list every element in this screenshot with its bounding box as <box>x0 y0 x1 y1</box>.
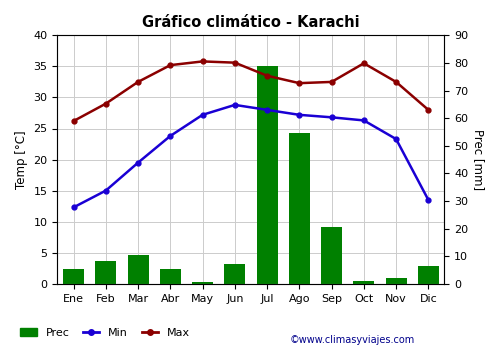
Y-axis label: Temp [°C]: Temp [°C] <box>15 130 28 189</box>
Bar <box>224 265 246 284</box>
Bar <box>418 266 439 284</box>
Y-axis label: Prec [mm]: Prec [mm] <box>472 129 485 190</box>
Bar <box>160 268 181 284</box>
Bar <box>321 227 342 284</box>
Title: Gráfico climático - Karachi: Gráfico climático - Karachi <box>142 15 360 30</box>
Text: ©www.climasyviajes.com: ©www.climasyviajes.com <box>290 335 415 345</box>
Bar <box>192 282 213 284</box>
Bar <box>256 66 278 284</box>
Bar <box>386 278 406 284</box>
Bar <box>289 133 310 284</box>
Legend: Prec, Min, Max: Prec, Min, Max <box>16 324 194 343</box>
Bar <box>96 261 116 284</box>
Bar <box>354 281 374 284</box>
Bar <box>128 255 148 284</box>
Bar <box>63 268 84 284</box>
